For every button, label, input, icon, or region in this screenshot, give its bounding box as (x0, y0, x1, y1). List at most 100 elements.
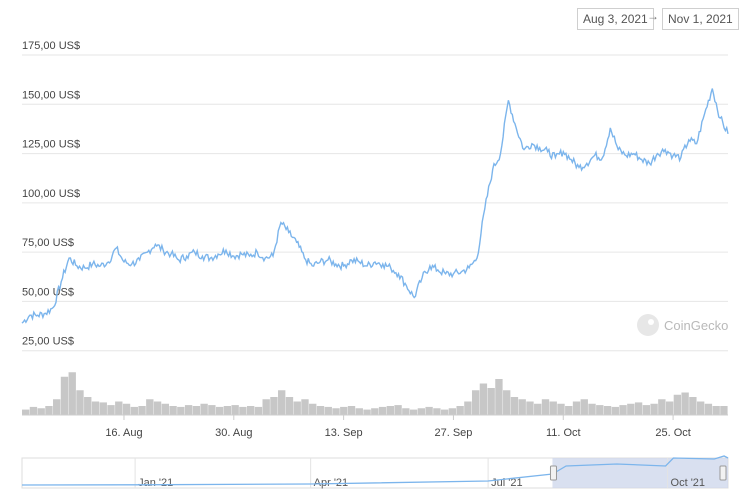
volume-bar (37, 408, 45, 415)
volume-bar (22, 409, 30, 415)
navigator-line (21, 455, 729, 486)
y-tick-label: 25,00 US$ (22, 336, 74, 348)
range-from-input[interactable]: Aug 3, 2021 (577, 8, 654, 30)
volume-bar (650, 403, 658, 415)
volume-bar (565, 406, 573, 415)
navigator-label: Jan '21 (138, 477, 173, 489)
volume-bar (76, 390, 84, 415)
x-axis-labels: 16. Aug 30. Aug 13. Sep 27. Sep 11. Oct 25. O… (105, 415, 691, 439)
volume-bar (45, 406, 53, 415)
volume-bar (231, 405, 239, 415)
volume-bar (588, 403, 596, 415)
volume-bar (324, 406, 332, 415)
navigator-right-handle[interactable] (719, 465, 727, 481)
volume-bar (130, 406, 138, 415)
volume-bar (534, 403, 542, 415)
volume-bar (658, 399, 666, 415)
navigator-label: Apr '21 (314, 477, 349, 489)
volume-bar (223, 406, 232, 415)
navigator-label: Oct '21 (671, 477, 706, 489)
navigator[interactable]: Jan '21 Apr '21 Jul '21 Oct '21 (21, 455, 729, 489)
volume-bar (689, 397, 697, 415)
y-tick-label: 50,00 US$ (22, 286, 74, 298)
volume-bar (495, 379, 503, 415)
volume-bar (215, 406, 224, 415)
volume-bar (704, 403, 713, 415)
volume-bar (60, 376, 69, 415)
volume-bars (22, 372, 728, 416)
volume-bar (448, 408, 457, 415)
volume-bar (603, 406, 612, 415)
volume-bar (409, 409, 418, 415)
volume-bar (363, 409, 371, 415)
coingecko-watermark: CoinGecko (637, 314, 728, 336)
volume-bar (316, 406, 325, 415)
volume-bar (169, 406, 177, 415)
volume-bar (696, 401, 705, 415)
volume-bar (146, 399, 154, 415)
y-tick-label: 100,00 US$ (22, 188, 80, 200)
volume-bar (99, 402, 107, 415)
volume-bar (309, 403, 317, 415)
volume-bar (200, 403, 208, 415)
volume-bar (673, 394, 682, 415)
volume-bar (596, 405, 604, 415)
volume-bar (122, 403, 131, 415)
volume-bar (611, 406, 619, 415)
volume-bar (84, 397, 92, 415)
volume-bar (402, 408, 410, 415)
volume-bar (270, 397, 278, 415)
y-tick-label: 150,00 US$ (22, 89, 80, 101)
volume-bar (456, 406, 464, 415)
volume-bar (627, 403, 635, 415)
volume-bar (642, 405, 651, 415)
y-tick-label: 125,00 US$ (22, 139, 80, 151)
volume-bar (138, 406, 146, 415)
volume-bar (177, 406, 185, 415)
volume-bar (720, 406, 728, 415)
volume-bar (549, 401, 557, 415)
volume-bar (394, 405, 402, 415)
price-line (21, 88, 729, 324)
volume-bar (572, 401, 581, 415)
volume-bar (262, 399, 270, 415)
volume-bar (386, 406, 394, 415)
volume-bar (510, 397, 519, 415)
watermark-text: CoinGecko (664, 318, 728, 333)
volume-bar (153, 401, 162, 415)
volume-bar (433, 408, 441, 415)
grid-lines (22, 54, 728, 352)
volume-bar (91, 401, 100, 415)
volume-bar (557, 403, 565, 415)
x-tick-label: 27. Sep (434, 427, 472, 439)
date-range-selector: Aug 3, 2021 → Nov 1, 2021 (0, 8, 750, 30)
volume-bar (53, 399, 61, 415)
volume-bar (634, 402, 643, 415)
volume-bar (712, 406, 720, 415)
volume-bar (161, 403, 170, 415)
x-tick-label: 13. Sep (325, 427, 363, 439)
volume-bar (355, 408, 363, 415)
volume-bar (378, 406, 387, 415)
navigator-selected-range (552, 458, 728, 488)
volume-bar (681, 392, 689, 415)
volume-bar (479, 383, 488, 415)
volume-bar (239, 406, 247, 415)
volume-bar (619, 405, 627, 415)
volume-bar (285, 397, 294, 415)
volume-bar (246, 406, 255, 415)
navigator-left-handle[interactable] (549, 465, 557, 481)
volume-bar (340, 406, 348, 415)
volume-bar (293, 401, 301, 415)
coingecko-logo-icon (637, 314, 659, 336)
range-to-input[interactable]: Nov 1, 2021 (662, 8, 739, 30)
volume-bar (115, 401, 123, 415)
x-tick-label: 11. Oct (546, 427, 581, 439)
y-axis-labels: 25,00 US$ 50,00 US$ 75,00 US$ 100,00 US$ 125… (22, 40, 80, 348)
volume-bar (487, 388, 495, 415)
volume-bar (332, 408, 340, 415)
volume-bar (107, 405, 115, 415)
volume-bar (440, 409, 449, 415)
x-tick-label: 30. Aug (215, 427, 252, 439)
